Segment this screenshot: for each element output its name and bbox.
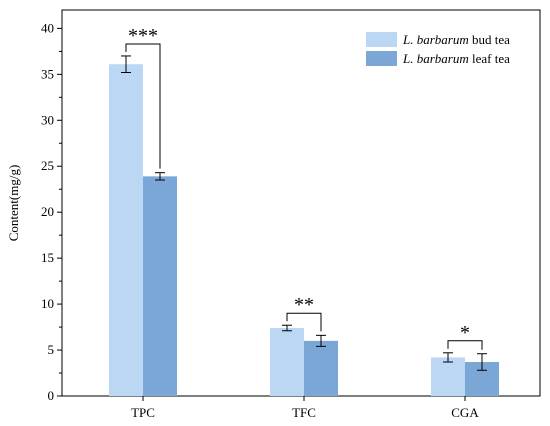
y-axis-ticks: 0 5 10 15 20 25 30 35 40 [41, 20, 62, 403]
y-tick-label: 10 [41, 296, 54, 311]
legend-label-bud: L. barbarum bud tea [402, 32, 510, 47]
bar-tpc-bud-tea [109, 64, 143, 396]
legend-swatch-leaf [366, 51, 397, 66]
y-tick-label: 40 [41, 20, 54, 35]
bar-tfc-bud-tea [270, 327, 304, 396]
significance-markers: ****** [125, 25, 483, 350]
significance-bracket-tpc [125, 43, 161, 169]
legend: L. barbarum bud tea L. barbarum leaf tea [366, 32, 510, 66]
legend-swatch-bud [366, 32, 397, 47]
y-tick-label: 5 [48, 342, 55, 357]
y-tick-label: 25 [41, 158, 54, 173]
x-tick-label-tfc: TFC [292, 405, 316, 420]
bar-tfc-leaf-tea [304, 340, 338, 396]
significance-bracket-tfc [286, 312, 322, 332]
bar-cga-bud-tea [431, 357, 465, 396]
x-tick-label-cga: CGA [451, 405, 479, 420]
bars [109, 64, 499, 396]
bar-tpc-leaf-tea [143, 176, 177, 396]
significance-label-tfc: ** [294, 294, 314, 316]
y-tick-label: 35 [41, 66, 54, 81]
y-tick-label: 30 [41, 112, 54, 127]
y-tick-label: 20 [41, 204, 54, 219]
y-tick-label: 15 [41, 250, 54, 265]
x-axis-ticks: TPC TFC CGA [131, 396, 479, 420]
error-bars [121, 55, 487, 371]
significance-bracket-cga [447, 340, 483, 350]
legend-label-leaf: L. barbarum leaf tea [402, 51, 510, 66]
significance-label-cga: * [460, 322, 470, 344]
x-tick-label-tpc: TPC [131, 405, 155, 420]
y-tick-label: 0 [48, 388, 55, 403]
y-axis-label: Content(mg/g) [6, 165, 21, 242]
significance-label-tpc: *** [128, 25, 158, 47]
